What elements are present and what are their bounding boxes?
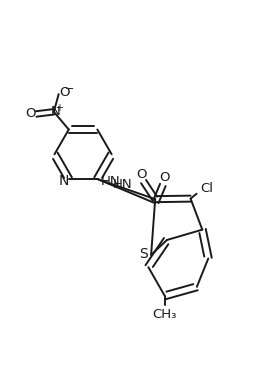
Text: HN: HN	[101, 175, 120, 188]
Text: −: −	[65, 84, 74, 94]
Text: O: O	[160, 171, 170, 184]
Text: +: +	[56, 103, 64, 113]
Text: Cl: Cl	[200, 181, 213, 194]
Text: N: N	[51, 105, 60, 118]
Text: CH₃: CH₃	[153, 308, 177, 320]
Text: O: O	[25, 107, 35, 120]
Text: O: O	[137, 168, 147, 181]
Text: N: N	[59, 174, 69, 188]
Text: O: O	[59, 86, 70, 99]
Text: S: S	[139, 247, 148, 261]
Text: HN: HN	[112, 178, 132, 191]
